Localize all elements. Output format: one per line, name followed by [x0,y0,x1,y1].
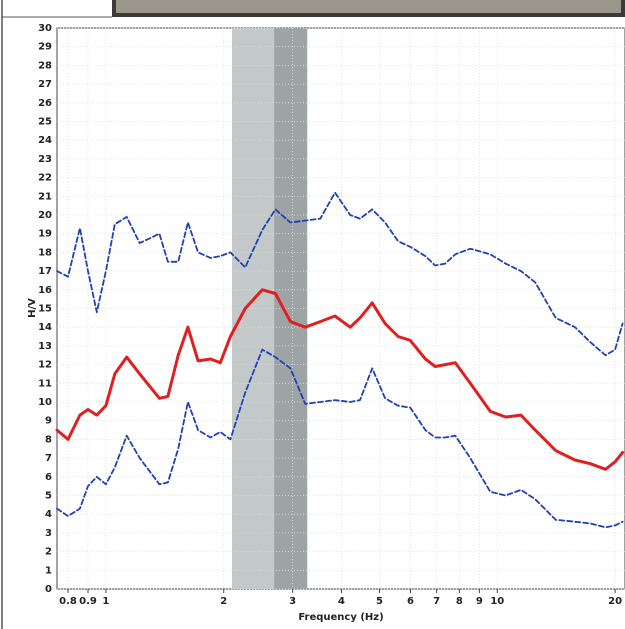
y-tick-label: 28 [38,60,52,71]
y-tick-label: 14 [38,322,52,333]
x-tick-label: 9 [476,596,483,607]
y-tick-label: 5 [45,491,52,502]
x-tick-label: 4 [338,596,345,607]
photo-strip-inner [116,0,621,13]
y-tick-label: 10 [38,397,52,408]
y-tick-label: 3 [45,528,52,539]
x-tick-label: 8 [456,596,463,607]
y-tick-label: 23 [38,154,52,165]
x-tick-label: 5 [376,596,383,607]
y-tick-label: 22 [38,173,52,184]
x-tick-label: 0.8 [59,596,77,607]
y-tick-label: 12 [38,360,52,371]
y-tick-label: 1 [45,565,52,576]
x-axis-title: Frequency (Hz) [298,612,383,623]
y-tick-label: 0 [45,584,52,595]
y-tick-label: 13 [38,341,52,352]
y-tick-label: 6 [45,472,52,483]
y-tick-label: 21 [38,191,52,202]
series-line [56,348,624,529]
x-tick-label: 10 [490,596,504,607]
y-tick-label: 7 [45,453,52,464]
y-tick-label: 8 [45,434,52,445]
y-tick-label: 9 [45,416,52,427]
y-tick-label: 20 [38,210,52,221]
y-tick-label: 2 [45,547,52,558]
y-tick-label: 19 [38,229,52,240]
plot-background [56,27,625,590]
y-tick-label: 17 [38,266,52,277]
y-tick-label: 15 [38,304,52,315]
y-tick-label: 25 [38,117,52,128]
y-tick-label: 27 [38,79,52,90]
y-tick-label: 18 [38,247,52,258]
series-line [56,191,624,357]
x-tick-label: 6 [407,596,414,607]
y-tick-label: 24 [38,135,52,146]
y-tick-label: 29 [38,42,52,53]
x-tick-label: 7 [433,596,440,607]
x-tick-label: 0.9 [79,596,97,607]
x-tick-label: 3 [289,596,296,607]
x-tick-label: 1 [102,596,109,607]
x-tick-label: 2 [220,596,227,607]
series-line [55,288,625,471]
y-tick-label: 16 [38,285,52,296]
x-tick-label: 20 [608,596,622,607]
y-tick-label: 11 [38,378,52,389]
y-tick-label: 4 [45,509,52,520]
y-tick-label: 30 [38,23,52,34]
y-tick-label: 26 [38,98,52,109]
y-axis-title: H/V [27,298,38,318]
